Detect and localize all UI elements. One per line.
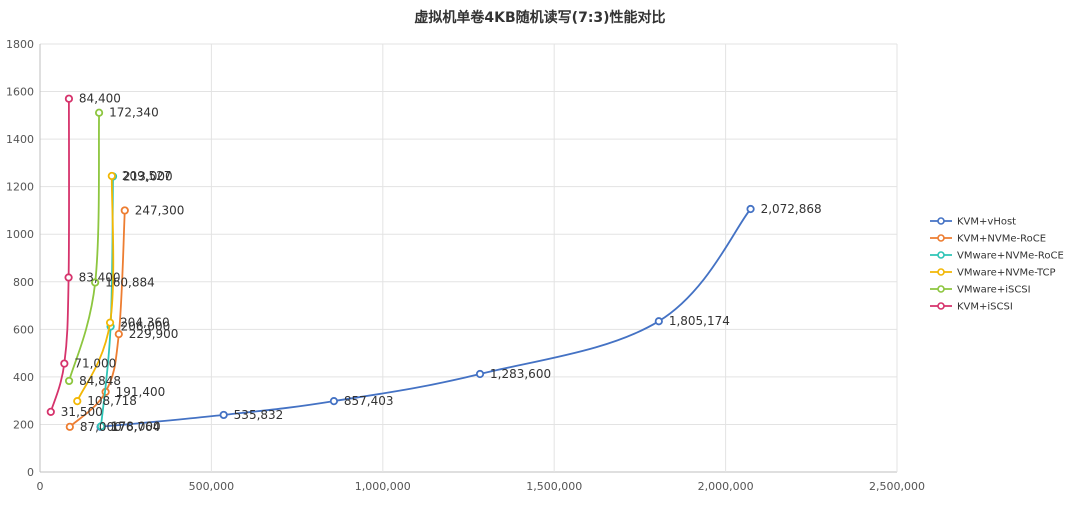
data-point — [65, 422, 74, 431]
series-line — [69, 210, 126, 428]
y-tick-label: 1800 — [6, 38, 34, 51]
data-point — [654, 317, 663, 326]
x-tick-label: 2,500,000 — [869, 480, 925, 493]
data-point — [475, 369, 485, 379]
legend-item: VMware+NVMe-RoCE — [930, 251, 1064, 262]
data-label: 176,764 — [111, 420, 161, 434]
data-point — [96, 422, 106, 431]
data-point — [105, 318, 115, 327]
data-point — [219, 410, 228, 420]
series-kvm-iscsi — [46, 94, 74, 416]
legend-label: KVM+vHost — [957, 217, 1016, 228]
series-line — [100, 208, 752, 428]
series-line — [68, 112, 100, 382]
legend-marker — [937, 268, 945, 276]
data-label: 31,500 — [61, 405, 103, 419]
x-tick-label: 0 — [37, 480, 44, 493]
data-label: 206,000 — [121, 319, 171, 333]
legend-item: KVM+vHost — [930, 217, 1016, 228]
axis-layer: 0 200 400 600 800 1000 1200 1400 1600 1800 0 500,00… — [6, 38, 925, 493]
data-point — [60, 359, 69, 368]
data-label: 84,848 — [79, 374, 121, 388]
legend-item: VMware+iSCSI — [930, 285, 1031, 296]
legend-marker — [937, 285, 945, 293]
data-point — [73, 397, 82, 406]
data-label-layer: 176,764 535,832 857,403 1,283,600 1,805,174 2… — [61, 92, 822, 434]
x-tick-label: 500,000 — [189, 480, 235, 493]
legend-label: KVM+iSCSI — [957, 302, 1013, 313]
data-label: 83,400 — [79, 270, 121, 284]
data-label: 204,360 — [120, 316, 170, 330]
data-label: 229,900 — [129, 327, 179, 341]
data-label: 247,300 — [135, 203, 185, 217]
data-label: 1,283,600 — [490, 367, 551, 381]
legend-label: KVM+NVMe-RoCE — [957, 234, 1046, 245]
data-label: 160,884 — [105, 275, 155, 289]
data-point — [114, 329, 123, 339]
y-tick-label: 800 — [13, 276, 34, 289]
series-line — [76, 175, 115, 402]
legend-marker — [937, 251, 945, 259]
legend-label: VMware+iSCSI — [957, 285, 1031, 296]
y-tick-label: 1400 — [6, 133, 34, 146]
legend-marker — [937, 302, 945, 310]
data-point — [64, 376, 74, 386]
x-tick-label: 1,000,000 — [355, 480, 411, 493]
legend: KVM+vHost KVM+NVMe-RoCE VMware+NVMe-RoCE VM… — [930, 217, 1064, 313]
x-tick-label: 2,000,000 — [698, 480, 754, 493]
legend-item: KVM+iSCSI — [930, 302, 1013, 313]
data-point — [120, 206, 129, 215]
data-label: 108,718 — [87, 394, 137, 408]
x-tick-label: 1,500,000 — [526, 480, 582, 493]
y-tick-label: 1000 — [6, 228, 34, 241]
series-layer — [46, 94, 755, 431]
series-line — [49, 98, 70, 413]
data-label: 172,340 — [109, 106, 159, 120]
y-tick-label: 600 — [13, 323, 34, 336]
series-vmware-iscsi — [64, 108, 104, 386]
data-point — [91, 278, 100, 287]
data-label: 2,072,868 — [761, 202, 822, 216]
y-tick-label: 400 — [13, 371, 34, 384]
data-label: 71,000 — [74, 357, 116, 371]
legend-label: VMware+NVMe-TCP — [957, 268, 1056, 279]
data-label: 213,000 — [123, 169, 173, 183]
data-label: 87,000 — [80, 420, 122, 434]
legend-label: VMware+NVMe-RoCE — [957, 251, 1064, 262]
y-tick-label: 1200 — [6, 181, 34, 194]
data-point — [329, 397, 339, 406]
y-tick-label: 0 — [27, 466, 34, 479]
legend-marker — [937, 217, 945, 225]
data-label: 178,000 — [111, 419, 161, 433]
legend-item: KVM+NVMe-RoCE — [930, 234, 1046, 245]
series-kvm-vhost — [96, 204, 755, 431]
data-label: 84,400 — [79, 92, 121, 106]
y-tick-label: 200 — [13, 418, 34, 431]
data-label: 1,805,174 — [669, 314, 730, 328]
data-label: 535,832 — [234, 408, 284, 422]
series-vmware-nvme-tcp — [73, 171, 116, 406]
grid-layer — [39, 43, 898, 473]
data-point — [746, 204, 755, 214]
legend-marker — [937, 234, 945, 242]
data-point — [107, 171, 116, 181]
data-label: 191,400 — [116, 385, 166, 399]
chart-title: 虚拟机单卷4KB随机读写(7:3)性能对比 — [414, 9, 665, 26]
data-label: 209,527 — [122, 169, 172, 183]
y-tick-label: 1600 — [6, 86, 34, 99]
data-point — [64, 94, 74, 103]
data-point — [64, 273, 73, 282]
data-point — [46, 407, 55, 416]
data-point — [94, 108, 104, 117]
legend-item: VMware+NVMe-TCP — [930, 268, 1056, 279]
data-label: 857,403 — [344, 394, 394, 408]
